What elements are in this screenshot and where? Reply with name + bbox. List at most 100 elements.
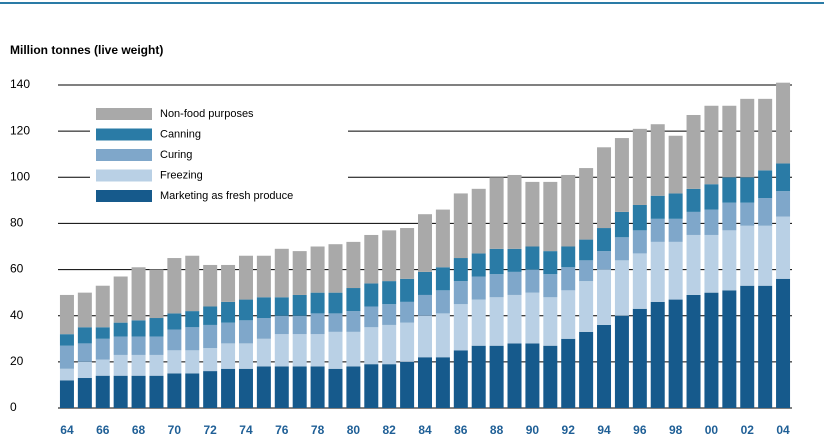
bar-segment (722, 177, 737, 203)
bar-segment (489, 297, 504, 346)
x-tick-label: 00 (705, 423, 719, 437)
bar-segment (507, 174, 522, 249)
bar-segment (650, 124, 665, 196)
x-tick-label: 84 (418, 423, 432, 437)
bar-segment (238, 299, 253, 321)
bar-segment (77, 343, 92, 362)
x-tick-label: 76 (275, 423, 289, 437)
bar-segment (274, 297, 289, 316)
bar-segment (382, 364, 397, 408)
bar-segment (131, 336, 146, 355)
bar-segment (149, 318, 164, 337)
x-tick-label: 90 (526, 423, 540, 437)
x-tick-label: 98 (669, 423, 683, 437)
bar-segment (292, 366, 307, 408)
bar-segment (453, 193, 468, 259)
bar-segment (776, 278, 791, 408)
bar-segment (238, 343, 253, 369)
bar-segment (758, 225, 773, 286)
bar-segment (167, 373, 182, 408)
y-tick-label: 40 (10, 308, 24, 322)
bar-segment (185, 255, 200, 312)
bar-segment (740, 98, 755, 178)
bar-segment (435, 267, 450, 291)
bar-segment (543, 274, 558, 298)
bar-segment (776, 163, 791, 192)
bar-segment (489, 177, 504, 249)
bar-segment (256, 255, 271, 298)
x-tick-label: 88 (490, 423, 504, 437)
bar-segment (453, 350, 468, 408)
bar-segment (740, 177, 755, 203)
bar-segment (59, 294, 74, 335)
bar-segment (776, 216, 791, 279)
bar-segment (167, 258, 182, 314)
y-tick-label: 100 (10, 169, 30, 183)
legend-label: Non-food purposes (160, 108, 254, 120)
bar-segment (507, 343, 522, 408)
legend-label: Freezing (160, 169, 203, 181)
bar-segment (668, 299, 683, 408)
bar-segment (238, 255, 253, 300)
bar-segment (632, 308, 647, 408)
legend-swatch (96, 190, 152, 202)
bar-segment (668, 218, 683, 242)
bar-segment (543, 251, 558, 275)
bar-segment (668, 241, 683, 300)
bar-segment (686, 114, 701, 189)
bar-segment (328, 292, 343, 314)
bar-segment (364, 283, 379, 307)
bar-segment (704, 184, 719, 210)
bar-segment (561, 290, 576, 339)
bar-segment (95, 375, 110, 408)
bar-segment (203, 306, 218, 325)
bar-segment (95, 285, 110, 328)
bar-segment (167, 313, 182, 330)
bar-segment (471, 299, 486, 346)
y-tick-label: 60 (10, 262, 24, 276)
bar-segment (149, 375, 164, 408)
bar-segment (471, 276, 486, 300)
bar-segment (346, 311, 361, 332)
bar-segment (632, 128, 647, 205)
bar-segment (113, 336, 128, 355)
bar-segment (704, 209, 719, 235)
bar-segment (328, 331, 343, 369)
bar-segment (364, 234, 379, 284)
bar-segment (77, 361, 92, 379)
bar-segment (400, 361, 415, 408)
y-tick-label: 20 (10, 354, 24, 368)
bar-segment (382, 324, 397, 365)
bar-segment (238, 368, 253, 408)
bar-segment (59, 345, 74, 369)
bar-segment (561, 174, 576, 247)
bar-segment (59, 368, 74, 381)
bar-segment (614, 315, 629, 408)
bar-segment (203, 371, 218, 408)
bar-segment (185, 327, 200, 351)
bar-segment (525, 269, 540, 293)
bar-segment (704, 234, 719, 293)
bar-segment (203, 324, 218, 349)
bar-segment (597, 269, 612, 325)
bar-segment (274, 334, 289, 367)
bar-segment (113, 276, 128, 323)
bar-segment (507, 248, 522, 272)
bar-segment (435, 357, 450, 408)
bar-segment (686, 211, 701, 235)
bar-segment (418, 357, 432, 408)
bar-segment (77, 378, 92, 408)
bar-segment (579, 168, 594, 240)
x-tick-label: 80 (347, 423, 361, 437)
legend-swatch (96, 108, 152, 120)
bar-segment (59, 334, 74, 346)
y-axis-label: Million tonnes (live weight) (10, 43, 163, 57)
bar-segment (328, 313, 343, 332)
bar-segment (310, 292, 325, 314)
bar-segment (167, 329, 182, 351)
bar-segment (346, 241, 361, 289)
bar-segment (113, 354, 128, 376)
bar-segment (113, 322, 128, 337)
bar-segment (597, 147, 612, 229)
bar-segment (614, 211, 629, 238)
